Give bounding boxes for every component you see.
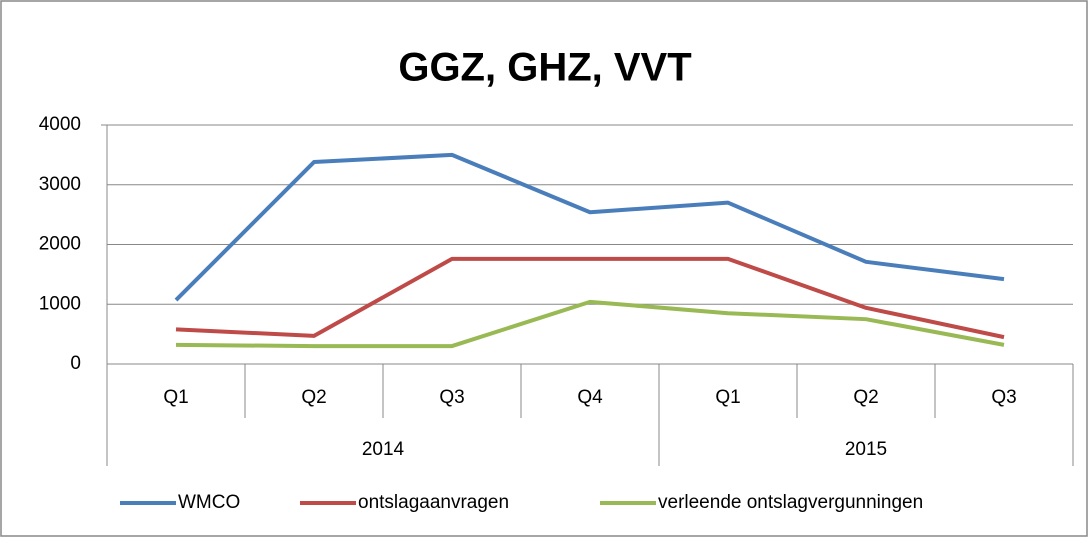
series-line [174, 152, 1005, 302]
y-tick-label: 0 [70, 353, 81, 374]
group-label: 2014 [362, 439, 405, 460]
group-label: 2015 [845, 439, 887, 460]
x-tick-label: Q2 [301, 387, 326, 408]
series-line [175, 256, 1005, 340]
series-line [175, 299, 1005, 349]
x-tick-label: Q2 [853, 387, 878, 408]
legend-label: WMCO [178, 492, 240, 513]
y-tick-label: 1000 [39, 293, 81, 314]
x-tick-label: Q3 [991, 387, 1016, 408]
x-tick-label: Q4 [577, 387, 603, 408]
y-tick-label: 3000 [39, 174, 81, 195]
x-tick-label: Q1 [715, 387, 740, 408]
legend-label: verleende ontslagvergunningen [658, 492, 923, 513]
chart-title: GGZ, GHZ, VVT [398, 46, 691, 90]
legend-label: ontslagaanvragen [358, 492, 509, 513]
x-tick-label: Q1 [163, 387, 188, 408]
y-tick-label: 4000 [39, 114, 81, 135]
y-tick-label: 2000 [39, 234, 81, 255]
x-tick-label: Q3 [439, 387, 464, 408]
